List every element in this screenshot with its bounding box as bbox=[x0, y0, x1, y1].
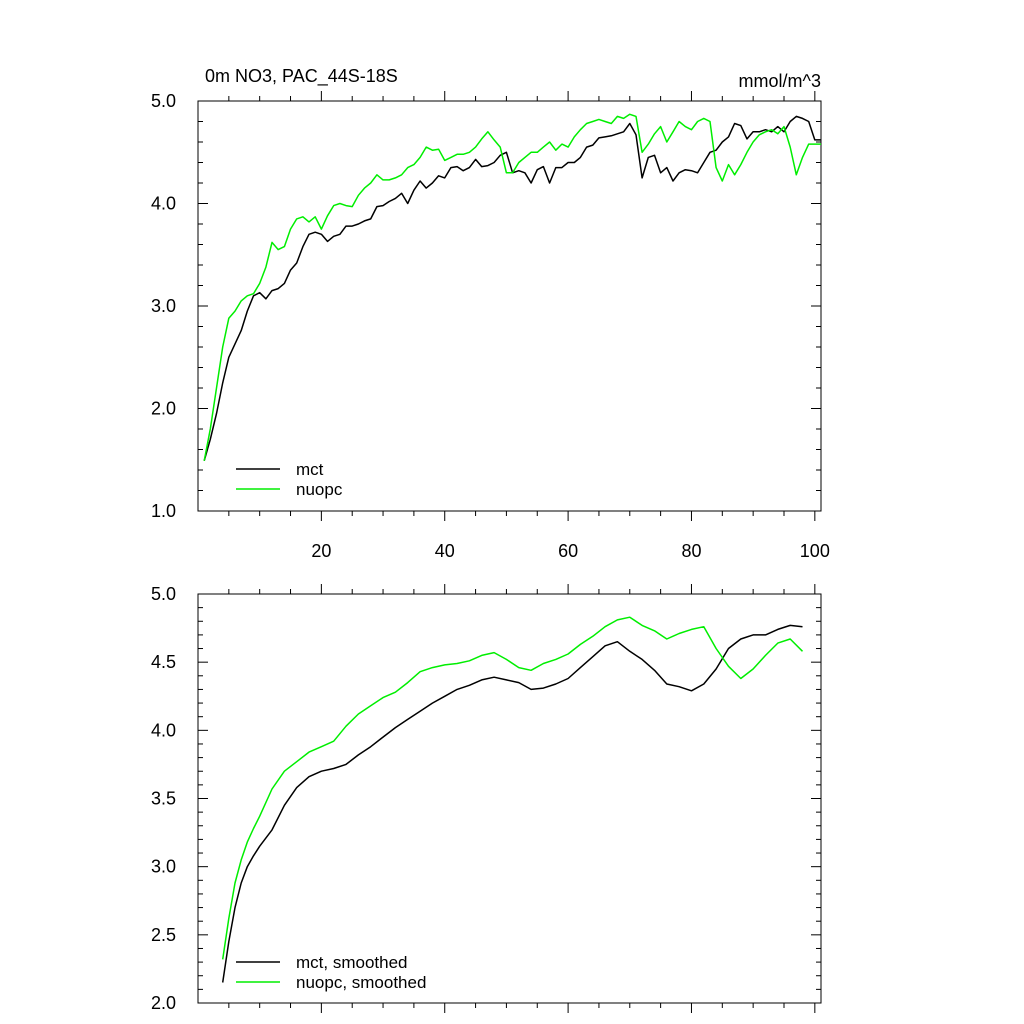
y-tick-label: 3.5 bbox=[151, 789, 176, 809]
x-tick-label: 20 bbox=[311, 541, 331, 561]
plot-frame bbox=[197, 593, 822, 1004]
y-tick-label: 4.5 bbox=[151, 652, 176, 672]
legend-label: nuopc bbox=[296, 480, 343, 499]
series-line-mct-smoothed bbox=[221, 624, 803, 983]
x-tick-label: 100 bbox=[800, 541, 830, 561]
series-line-nuopc bbox=[203, 113, 821, 461]
y-tick-label: 4.0 bbox=[151, 720, 176, 740]
y-tick-label: 1.0 bbox=[151, 501, 176, 521]
y-tick-label: 4.0 bbox=[151, 194, 176, 214]
y-tick-label: 2.0 bbox=[151, 993, 176, 1013]
series-line-nuopc-smoothed bbox=[221, 616, 804, 960]
y-tick-label: 3.0 bbox=[151, 296, 176, 316]
chart-bottom-smoothed: 2.0 2.5 3.0 3.5 4.0 4.5 5.0 mct, smoothednuopc,… bbox=[151, 584, 822, 1013]
chart-top-no3: 0m NO3, PAC_44S-18S mmol/m^3 1.0 2.0 3.0 4.… bbox=[151, 66, 830, 561]
series-line-mct bbox=[203, 115, 821, 462]
legend-label: nuopc, smoothed bbox=[296, 973, 426, 992]
legend-label: mct bbox=[296, 460, 324, 479]
y-tick-label: 5.0 bbox=[151, 584, 176, 604]
y-tick-label: 2.0 bbox=[151, 399, 176, 419]
x-tick-label: 80 bbox=[681, 541, 701, 561]
legend-label: mct, smoothed bbox=[296, 953, 408, 972]
y-tick-label: 3.0 bbox=[151, 857, 176, 877]
y-tick-label: 2.5 bbox=[151, 925, 176, 945]
chart-units: mmol/m^3 bbox=[739, 71, 821, 91]
y-tick-label: 5.0 bbox=[151, 91, 176, 111]
chart-title: 0m NO3, PAC_44S-18S bbox=[205, 66, 398, 87]
x-tick-label: 60 bbox=[558, 541, 578, 561]
x-tick-label: 40 bbox=[435, 541, 455, 561]
